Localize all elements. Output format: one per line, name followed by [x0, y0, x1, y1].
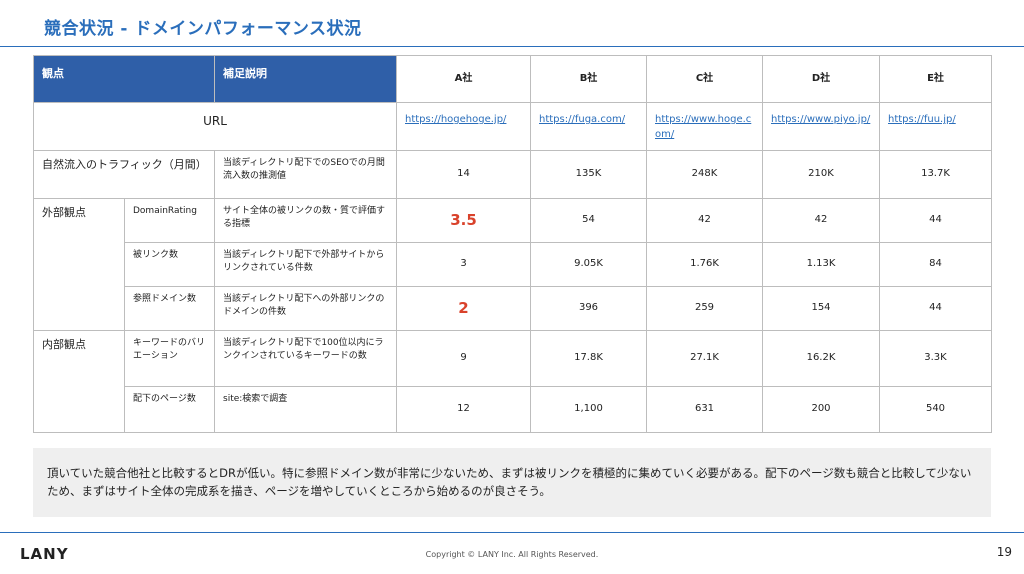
header-row: 観点 補足説明 A社 B社 C社 D社 E社: [33, 55, 992, 103]
metric-note-keyword-variation: 当該ディレクトリ配下で100位以内にランクインされているキーワードの数: [214, 330, 397, 387]
url-link-d[interactable]: https://www.piyo.jp/: [762, 102, 880, 151]
referring-domains-b: 396: [530, 286, 647, 331]
keyword-variation-c: 27.1K: [646, 330, 763, 387]
table-row: 外部観点 DomainRating サイト全体の被リンクの数・質で評価する指標 …: [33, 198, 992, 331]
table-row: 被リンク数 当該ディレクトリ配下で外部サイトからリンクされている件数 3 9.0…: [34, 242, 992, 287]
domain-rating-d: 42: [762, 198, 880, 243]
traffic-note: 当該ディレクトリ配下でのSEOでの月間流入数の推測値: [214, 150, 397, 199]
referring-domains-c: 259: [646, 286, 763, 331]
traffic-value-a: 14: [396, 150, 531, 199]
header-company-e: E社: [879, 55, 992, 103]
traffic-value-e: 13.7K: [879, 150, 992, 199]
page-title: 競合状況 - ドメインパフォーマンス状況: [44, 19, 362, 39]
domain-rating-c: 42: [646, 198, 763, 243]
header-company-b: B社: [530, 55, 647, 103]
backlinks-c: 1.76K: [646, 242, 763, 287]
summary-text: 頂いていた競合他社と比較するとDRが低い。特に参照ドメイン数が非常に少ないため、…: [33, 448, 991, 517]
metric-note-referring-domains: 当該ディレクトリ配下への外部リンクのドメインの件数: [214, 286, 397, 331]
traffic-value-b: 135K: [530, 150, 647, 199]
keyword-variation-b: 17.8K: [530, 330, 647, 387]
page-count-d: 200: [762, 386, 880, 433]
title-divider: [0, 46, 1024, 47]
metric-note-page-count: site:検索で調査: [214, 386, 397, 433]
keyword-variation-e: 3.3K: [879, 330, 992, 387]
domain-rating-a: 3.5: [396, 198, 531, 243]
url-link-e[interactable]: https://fuu.jp/: [879, 102, 992, 151]
page-count-c: 631: [646, 386, 763, 433]
metric-label-backlinks: 被リンク数: [124, 242, 215, 287]
url-link-c[interactable]: https://www.hoge.com/: [646, 102, 763, 151]
table-row: 配下のページ数 site:検索で調査 12 1,100 631 200 540: [34, 386, 992, 433]
footer-divider: [0, 532, 1024, 533]
keyword-variation-a: 9: [396, 330, 531, 387]
internal-category-label: 内部観点: [33, 330, 125, 433]
keyword-variation-d: 16.2K: [762, 330, 880, 387]
metric-label-referring-domains: 参照ドメイン数: [124, 286, 215, 331]
backlinks-b: 9.05K: [530, 242, 647, 287]
page-count-b: 1,100: [530, 386, 647, 433]
url-link-b[interactable]: https://fuga.com/: [530, 102, 647, 151]
comparison-table: 観点 補足説明 A社 B社 C社 D社 E社 URL https://hogeh…: [33, 55, 992, 433]
metric-label-domain-rating: DomainRating: [124, 198, 215, 243]
backlinks-d: 1.13K: [762, 242, 880, 287]
referring-domains-e: 44: [879, 286, 992, 331]
metric-label-keyword-variation: キーワードのバリエーション: [124, 330, 215, 387]
url-label: URL: [33, 102, 397, 151]
traffic-value-c: 248K: [646, 150, 763, 199]
referring-domains-d: 154: [762, 286, 880, 331]
domain-rating-e: 44: [879, 198, 992, 243]
backlinks-a: 3: [396, 242, 531, 287]
backlinks-e: 84: [879, 242, 992, 287]
table-row: 参照ドメイン数 当該ディレクトリ配下への外部リンクのドメインの件数 2 396 …: [34, 286, 992, 331]
header-viewpoint: 観点: [33, 55, 215, 103]
url-link-a[interactable]: https://hogehoge.jp/: [396, 102, 531, 151]
metric-label-page-count: 配下のページ数: [124, 386, 215, 433]
traffic-label: 自然流入のトラフィック（月間）: [33, 150, 215, 199]
metric-note-domain-rating: サイト全体の被リンクの数・質で評価する指標: [214, 198, 397, 243]
header-company-a: A社: [396, 55, 531, 103]
metric-note-backlinks: 当該ディレクトリ配下で外部サイトからリンクされている件数: [214, 242, 397, 287]
lany-logo: LANY: [20, 545, 69, 563]
referring-domains-a: 2: [396, 286, 531, 331]
page-count-e: 540: [879, 386, 992, 433]
url-row: URL https://hogehoge.jp/ https://fuga.co…: [33, 102, 992, 151]
copyright-text: Copyright © LANY Inc. All Rights Reserve…: [425, 550, 599, 559]
header-note: 補足説明: [214, 55, 397, 103]
domain-rating-b: 54: [530, 198, 647, 243]
traffic-value-d: 210K: [762, 150, 880, 199]
header-company-d: D社: [762, 55, 880, 103]
table-row: 内部観点 キーワードのバリエーション 当該ディレクトリ配下で100位以内にランク…: [33, 330, 992, 433]
traffic-row: 自然流入のトラフィック（月間） 当該ディレクトリ配下でのSEOでの月間流入数の推…: [33, 150, 992, 199]
page-count-a: 12: [396, 386, 531, 433]
external-category-label: 外部観点: [33, 198, 125, 331]
header-company-c: C社: [646, 55, 763, 103]
page-number: 19: [996, 545, 1012, 559]
